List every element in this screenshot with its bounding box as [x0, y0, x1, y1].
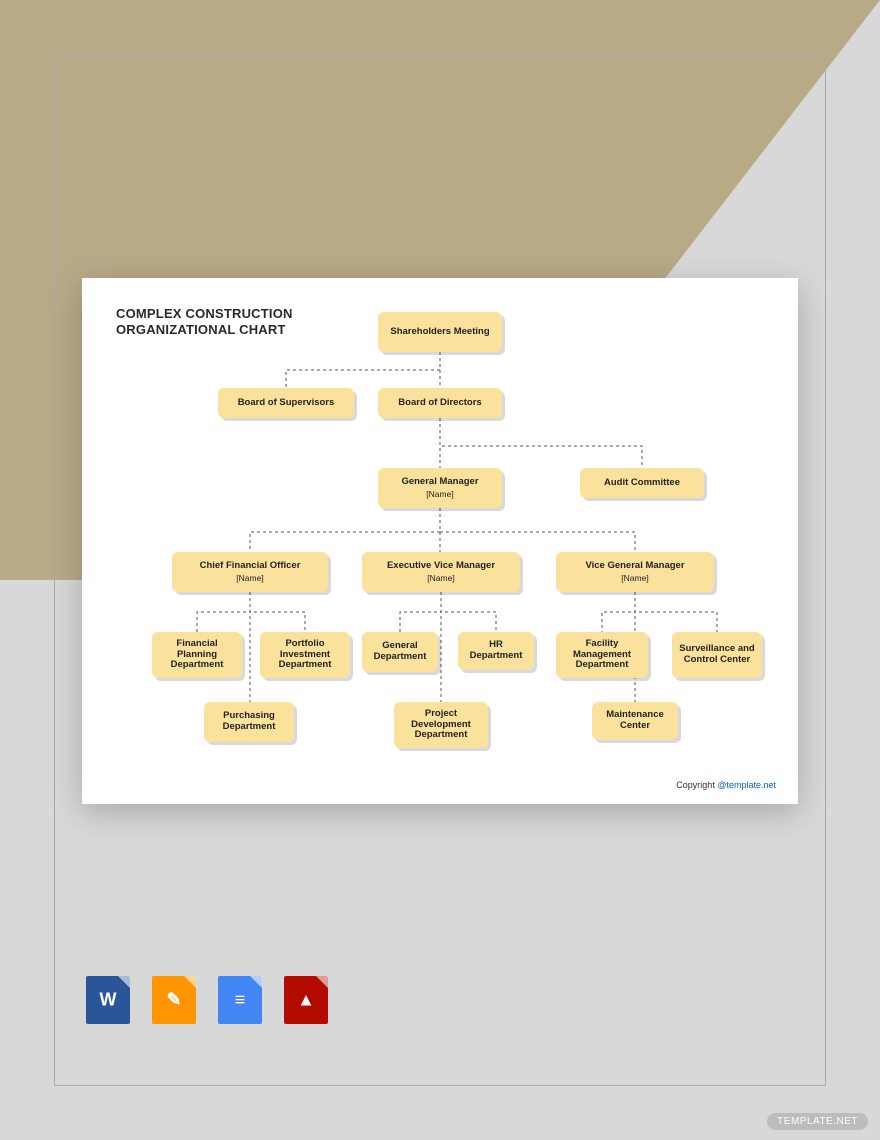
org-node-label: Audit Committee [604, 478, 680, 489]
org-node-label: Board of Supervisors [238, 398, 335, 409]
gdocs-glyph: ≡ [235, 990, 246, 1011]
org-node-board_supervisors: Board of Supervisors [218, 388, 354, 418]
org-node-label: Shareholders Meeting [390, 327, 489, 338]
org-node-label: HR Department [464, 640, 528, 662]
org-node-facility: Facility Management Department [556, 632, 648, 678]
org-node-fin_planning: Financial Planning Department [152, 632, 242, 678]
org-node-board_directors: Board of Directors [378, 388, 502, 418]
gdocs-icon[interactable]: ≡ [218, 976, 262, 1024]
org-node-surveillance: Surveillance and Control Center [672, 632, 762, 678]
org-node-label: Surveillance and Control Center [678, 644, 756, 666]
pages-glyph: ✎ [166, 990, 181, 1011]
copyright-prefix: Copyright [676, 780, 717, 790]
org-node-label: Purchasing Department [210, 711, 288, 733]
org-node-project_dev: Project Development Department [394, 702, 488, 748]
chart-paper: COMPLEX CONSTRUCTION ORGANIZATIONAL CHAR… [82, 278, 798, 804]
file-icons-row: W ✎ ≡ ▲ [86, 976, 328, 1024]
copyright-link[interactable]: @template.net [717, 780, 776, 790]
org-node-label: Vice General Manager [585, 561, 684, 572]
word-glyph: W [100, 990, 117, 1011]
org-node-label: Portfolio Investment Department [266, 639, 344, 672]
org-node-general_manager: General Manager [Name] [378, 468, 502, 508]
org-node-audit_committee: Audit Committee [580, 468, 704, 498]
org-node-hr_dept: HR Department [458, 632, 534, 670]
org-node-sublabel: [Name] [236, 574, 263, 584]
org-node-sublabel: [Name] [621, 574, 648, 584]
org-node-label: Financial Planning Department [158, 639, 236, 672]
org-node-shareholders: Shareholders Meeting [378, 312, 502, 352]
org-node-purchasing: Purchasing Department [204, 702, 294, 742]
org-node-label: Board of Directors [398, 398, 481, 409]
pdf-icon[interactable]: ▲ [284, 976, 328, 1024]
org-node-sublabel: [Name] [427, 574, 454, 584]
org-node-cfo: Chief Financial Officer [Name] [172, 552, 328, 592]
org-node-label: Facility Management Department [562, 639, 642, 672]
org-node-label: General Manager [401, 477, 478, 488]
pages-icon[interactable]: ✎ [152, 976, 196, 1024]
pdf-glyph: ▲ [297, 990, 315, 1011]
org-node-label: General Department [368, 641, 432, 663]
org-node-portfolio: Portfolio Investment Department [260, 632, 350, 678]
org-node-evm: Executive Vice Manager [Name] [362, 552, 520, 592]
org-node-maintenance: Maintenance Center [592, 702, 678, 740]
org-node-sublabel: [Name] [426, 490, 453, 500]
org-node-label: Project Development Department [400, 709, 482, 742]
org-node-label: Chief Financial Officer [200, 561, 301, 572]
org-node-general_dept: General Department [362, 632, 438, 672]
copyright: Copyright @template.net [676, 780, 776, 790]
org-node-vgm: Vice General Manager [Name] [556, 552, 714, 592]
watermark-badge: TEMPLATE.NET [767, 1113, 868, 1130]
org-node-label: Maintenance Center [598, 710, 672, 732]
word-icon[interactable]: W [86, 976, 130, 1024]
org-node-label: Executive Vice Manager [387, 561, 495, 572]
